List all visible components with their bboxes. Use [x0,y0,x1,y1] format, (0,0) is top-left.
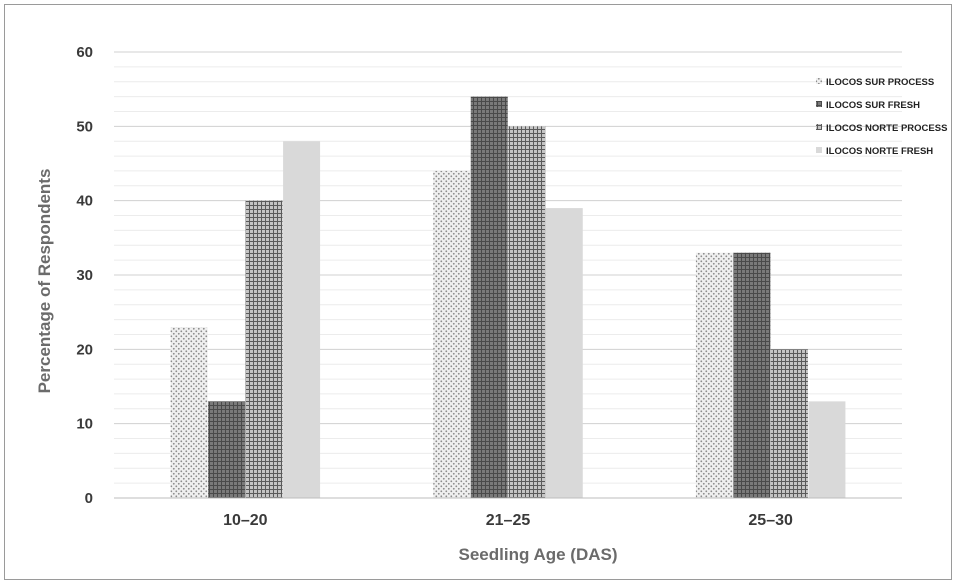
y-axis-title: Percentage of Respondents [35,169,54,394]
legend: ILOCOS SUR PROCESS ILOCOS SUR FRESH ILOCOS… [816,77,947,157]
legend-label: ILOCOS SUR PROCESS [826,77,934,88]
y-tick-label: 60 [76,44,93,61]
legend-label: ILOCOS SUR FRESH [826,100,920,111]
y-tick-label: 50 [76,118,93,135]
x-tick-label: 25–30 [748,512,793,529]
x-tick-label: 10–20 [223,512,268,529]
bar-ilocos-norte-fresh-2 [545,208,583,498]
bar-ilocos-norte-fresh-1 [283,141,321,498]
bar-ilocos-sur-fresh-3 [733,252,771,498]
legend-swatch [816,124,822,130]
bar-ilocos-norte-process-1 [245,200,283,498]
bar-ilocos-sur-process-2 [433,170,471,498]
legend-label: ILOCOS NORTE FRESH [826,146,933,157]
y-tick-label: 40 [76,193,93,210]
chart-frame: 0 10 20 30 40 50 60 10–20 21–25 25–30 Percentage … [4,4,952,580]
legend-swatch [816,101,822,107]
axes: 0 10 20 30 40 50 60 10–20 21–25 25–30 [76,44,902,529]
bar-ilocos-sur-fresh-2 [470,96,508,498]
bar-ilocos-norte-fresh-3 [808,401,846,498]
legend-label: ILOCOS NORTE PROCESS [826,123,947,134]
bar-ilocos-sur-fresh-1 [208,401,246,498]
y-tick-label: 20 [76,341,93,358]
y-tick-label: 30 [76,267,93,284]
x-tick-label: 21–25 [486,512,531,529]
bar-chart: 0 10 20 30 40 50 60 10–20 21–25 25–30 Percentage … [35,44,947,564]
bar-ilocos-sur-process-1 [170,327,208,498]
legend-swatch [816,78,822,84]
legend-swatch [816,147,822,153]
bars [170,96,846,498]
bar-ilocos-sur-process-3 [695,252,733,498]
y-tick-label: 0 [85,490,93,507]
bar-ilocos-norte-process-3 [770,349,808,498]
x-axis-title: Seedling Age (DAS) [459,545,618,564]
y-tick-label: 10 [76,416,93,433]
bar-ilocos-norte-process-2 [508,126,546,498]
gridlines [114,51,902,484]
